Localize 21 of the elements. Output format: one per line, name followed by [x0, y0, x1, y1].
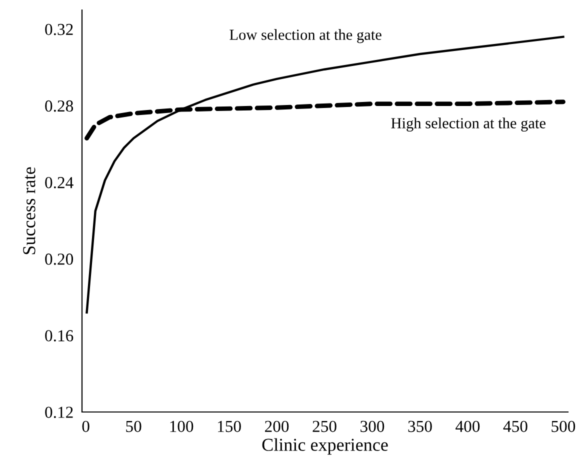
x-tick-label: 300 — [360, 420, 384, 432]
x-tick-label: 50 — [126, 420, 142, 432]
y-tick-label: 0.32 — [45, 24, 73, 36]
x-tick-label: 400 — [456, 420, 480, 432]
series-label: High selection at the gate — [391, 118, 546, 132]
x-axis-title: Clinic experience — [262, 438, 388, 455]
x-tick-label: 350 — [408, 420, 432, 432]
y-tick-label: 0.12 — [45, 406, 73, 418]
y-tick-label: 0.20 — [45, 254, 74, 265]
y-axis-title: Success rate — [23, 167, 36, 254]
series-label: Low selection at the gate — [230, 29, 382, 44]
x-tick-label: 0 — [82, 420, 90, 432]
y-tick-label: 0.24 — [45, 176, 74, 188]
x-tick-label: 450 — [503, 420, 528, 432]
x-tick-label: 250 — [312, 420, 336, 432]
y-tick-label: 0.28 — [45, 100, 74, 112]
x-tick-label: 500 — [552, 420, 576, 432]
x-tick-label: 100 — [170, 420, 194, 432]
x-tick-label: 200 — [265, 420, 289, 432]
y-tick-label: 0.16 — [45, 330, 74, 342]
x-tick-label: 150 — [218, 420, 241, 432]
